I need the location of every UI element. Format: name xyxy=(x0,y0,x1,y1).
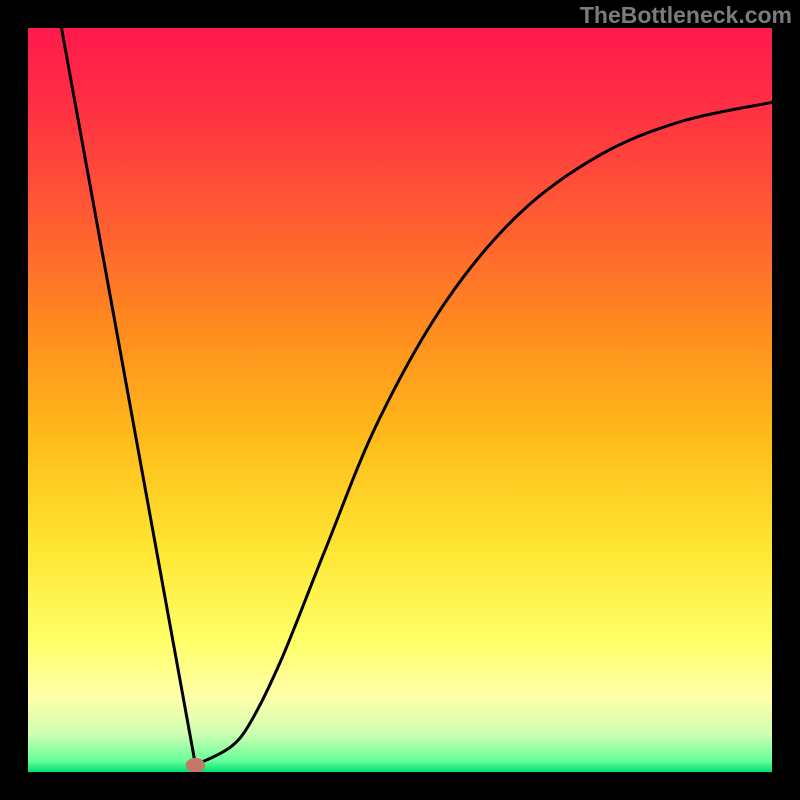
gradient-background xyxy=(28,28,772,772)
watermark-text: TheBottleneck.com xyxy=(580,2,792,29)
bottleneck-chart xyxy=(28,28,772,772)
